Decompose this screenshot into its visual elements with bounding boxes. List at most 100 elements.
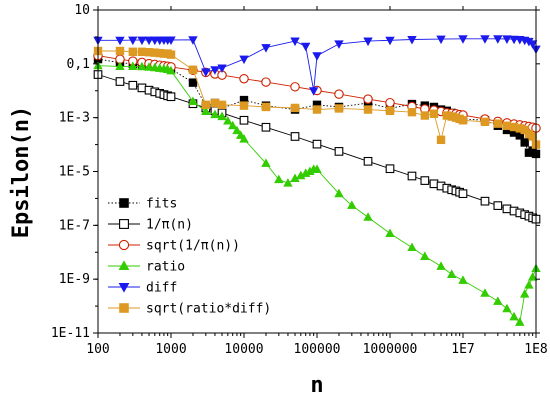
data-point <box>201 106 211 115</box>
data-point <box>363 156 373 166</box>
data-point <box>436 35 446 45</box>
legend-label: 1/π(n) <box>146 218 193 233</box>
data-point <box>334 40 344 49</box>
data-point <box>239 73 249 84</box>
data-point <box>217 111 227 121</box>
data-point <box>502 121 512 130</box>
data-point <box>261 77 271 87</box>
data-point <box>493 296 503 305</box>
legend-label: diff <box>146 281 177 296</box>
data-point <box>493 119 503 128</box>
series-4 <box>93 35 541 96</box>
y-axis-title: Epsilon(n) <box>9 106 34 238</box>
legend-marker <box>119 198 129 208</box>
data-point <box>188 96 198 105</box>
data-point <box>436 135 446 145</box>
data-point <box>458 189 468 199</box>
x-tick-label: 1000 <box>155 342 186 357</box>
data-point <box>407 107 417 117</box>
data-point <box>458 275 468 284</box>
legend-label: sqrt(1/π(n)) <box>146 239 240 254</box>
data-point <box>308 87 319 96</box>
legend-item: 1/π(n) <box>108 218 193 233</box>
data-point <box>137 47 147 56</box>
data-point <box>385 36 395 46</box>
data-point <box>502 303 512 313</box>
data-point <box>137 83 147 93</box>
x-tick-label: 10000 <box>224 342 263 357</box>
x-axis: 100 1000 10000 100000 1000000 1E7 1E8 <box>86 6 548 357</box>
data-point <box>363 94 373 104</box>
y-tick-label: 1E-11 <box>51 326 90 341</box>
data-point <box>301 42 311 52</box>
data-point <box>420 111 430 120</box>
series-layer <box>93 35 541 326</box>
legend-label: ratio <box>146 260 185 275</box>
data-point <box>128 36 138 46</box>
data-point <box>385 106 395 115</box>
data-point <box>283 178 293 187</box>
legend-item: ratio <box>108 260 185 275</box>
data-point <box>261 102 271 112</box>
data-point <box>363 37 373 47</box>
data-point <box>128 61 138 70</box>
x-tick-label: 1000000 <box>363 342 418 357</box>
legend-label: fits <box>146 197 177 212</box>
data-point <box>290 37 300 47</box>
x-tick-label: 1E7 <box>451 342 474 357</box>
data-point <box>290 82 300 92</box>
data-point <box>210 109 220 119</box>
data-point <box>480 196 490 206</box>
data-point <box>407 171 417 181</box>
legend-marker <box>119 303 129 313</box>
x-axis-title: n <box>310 373 323 398</box>
data-point <box>520 138 529 147</box>
y-axis: 10 0,1 1E-3 1E-5 1E-7 1E-9 1E-11 <box>51 3 540 341</box>
data-point <box>407 242 417 252</box>
data-point <box>137 61 147 71</box>
data-point <box>210 66 220 75</box>
data-point <box>201 100 211 110</box>
data-point <box>436 261 446 270</box>
data-point <box>480 288 490 297</box>
data-point <box>385 97 395 108</box>
data-point <box>429 109 439 118</box>
legend: fits 1/π(n) sqrt(1/π(n)) ratio diff sqrt(rati… <box>108 197 271 317</box>
data-point <box>524 280 534 289</box>
data-point <box>261 44 271 53</box>
y-tick-label: 1E-7 <box>59 218 90 233</box>
x-tick-label: 100000 <box>294 342 341 357</box>
legend-marker <box>118 239 130 251</box>
data-point <box>261 158 271 167</box>
series-3 <box>93 60 541 326</box>
data-point <box>274 174 284 184</box>
data-point <box>528 132 537 141</box>
data-point <box>188 78 198 87</box>
data-point <box>115 36 125 46</box>
data-point <box>261 122 271 132</box>
data-point <box>447 269 457 278</box>
data-point <box>188 65 198 75</box>
data-point <box>312 139 322 149</box>
data-point <box>385 164 395 174</box>
data-point <box>312 164 322 173</box>
y-tick-label: 0,1 <box>67 57 90 72</box>
data-point <box>527 272 538 281</box>
data-point <box>290 103 300 113</box>
y-tick-label: 1E-5 <box>59 165 90 180</box>
data-point <box>312 105 322 114</box>
data-point <box>188 36 198 45</box>
data-point <box>363 105 373 114</box>
data-point <box>166 65 176 75</box>
data-point <box>290 132 300 141</box>
y-tick-label: 10 <box>74 3 90 18</box>
data-point <box>166 50 176 59</box>
data-point <box>347 200 357 209</box>
data-point <box>144 36 154 46</box>
data-point <box>232 125 242 135</box>
data-point <box>363 212 373 221</box>
x-tick-label: 100 <box>86 342 109 357</box>
data-point <box>420 251 430 260</box>
legend-marker <box>119 219 129 229</box>
